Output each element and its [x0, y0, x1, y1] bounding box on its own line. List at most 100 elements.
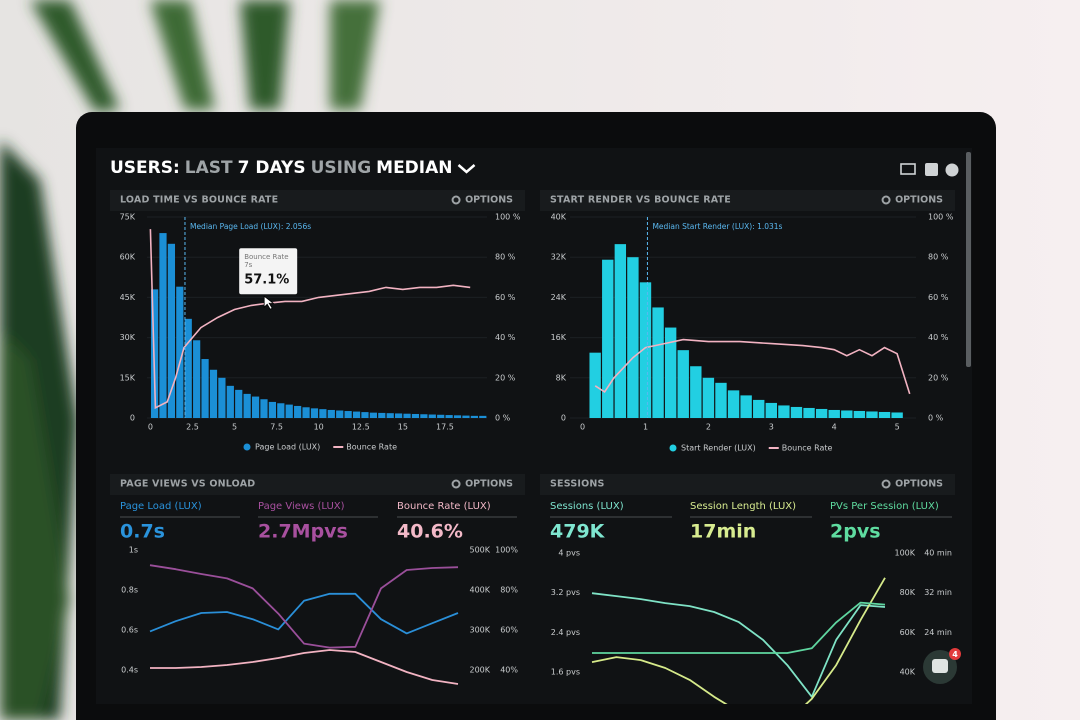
histogram-bar — [184, 318, 192, 418]
histogram-bar — [878, 411, 891, 418]
histogram-bar — [652, 307, 664, 418]
histogram-bar — [614, 244, 627, 418]
y2-tick-label: 20 % — [495, 373, 516, 382]
histogram-bar — [677, 350, 689, 418]
y2-tick-label: 300K — [469, 626, 490, 635]
options-button[interactable]: OPTIONS — [465, 479, 513, 490]
options-button[interactable]: OPTIONS — [895, 195, 943, 206]
options-button[interactable]: OPTIONS — [895, 479, 943, 490]
panel-title: PAGE VIEWS VS ONLOAD — [120, 479, 255, 490]
y-tick-label: 45K — [120, 293, 136, 302]
help-icon[interactable] — [945, 163, 959, 177]
y-tick-label: 1s — [129, 546, 138, 555]
y-tick-label: 0.8s — [121, 586, 138, 595]
histogram-bar — [803, 407, 815, 418]
histogram-bar — [277, 403, 285, 418]
options-gear — [451, 479, 461, 489]
histogram-bar — [664, 327, 677, 418]
dropdown-chevron[interactable] — [457, 164, 476, 174]
histogram-bar — [310, 408, 319, 418]
histogram-bar — [352, 411, 361, 418]
x-tick-label: 0 — [148, 423, 153, 432]
stat-value: 40.6% — [397, 521, 463, 543]
line-series — [150, 649, 459, 685]
y2-tick-label: 200K — [469, 666, 490, 675]
histogram-bar — [853, 410, 866, 418]
y2-tick-label: 80 % — [928, 253, 949, 262]
tooltip — [239, 248, 298, 295]
y2-tick-label: 100K — [894, 549, 915, 558]
histogram-bar — [378, 412, 386, 418]
stat-value: 2pvs — [830, 521, 881, 543]
y2-tick-label: 60 % — [495, 293, 516, 302]
legend-dot — [669, 444, 677, 452]
histogram-bar — [226, 385, 234, 418]
title-part: USING — [311, 158, 372, 178]
histogram-bar — [209, 369, 218, 418]
y2-tick-label: 100 % — [928, 213, 954, 222]
display-icon[interactable] — [900, 163, 916, 175]
legend-label: Start Render (LUX) — [681, 444, 756, 453]
histogram-bar — [453, 415, 462, 418]
stat-label: Page Views (LUX) — [258, 501, 345, 512]
stat-label: Page Load (LUX) — [120, 501, 202, 512]
y3-tick-label: 40% — [500, 666, 518, 675]
y-tick-label: 0 — [561, 414, 566, 423]
histogram-bar — [479, 415, 487, 418]
x-tick-label: 15 — [398, 423, 408, 432]
histogram-bar — [294, 405, 302, 418]
y2-tick-label: 40 % — [928, 333, 949, 342]
stat-label: Session Length (LUX) — [690, 501, 796, 512]
x-tick-label: 2 — [706, 423, 711, 432]
line-series — [594, 338, 911, 395]
scrollbar[interactable] — [966, 152, 971, 367]
y-tick-label: 8K — [556, 373, 567, 382]
stat-label: Bounce Rate (LUX) — [397, 501, 491, 512]
histogram-bar — [891, 412, 903, 418]
x-tick-label: 12.5 — [352, 423, 370, 432]
y2-tick-label: 40K — [900, 668, 916, 677]
stat-label: PVs Per Session (LUX) — [830, 501, 939, 512]
screen — [96, 148, 972, 704]
y-tick-label: 3.2 pvs — [551, 588, 580, 597]
histogram-bar — [201, 359, 209, 418]
histogram-bar — [437, 414, 445, 418]
options-button[interactable]: OPTIONS — [465, 195, 513, 206]
histogram-bar — [285, 404, 293, 418]
histogram-bar — [243, 393, 251, 418]
stat-value: 479K — [550, 521, 606, 543]
histogram-bar — [193, 340, 201, 418]
histogram-bar — [828, 409, 840, 418]
panel-title: LOAD TIME VS BOUNCE RATE — [120, 195, 278, 206]
histogram-bar — [327, 409, 335, 418]
histogram-bar — [361, 412, 369, 418]
y2-tick-label: 0 % — [495, 414, 511, 423]
x-tick-label: 5 — [895, 423, 900, 432]
histogram-bar — [319, 409, 327, 418]
histogram-bar — [420, 414, 428, 418]
histogram-bar — [589, 352, 601, 418]
chat-icon — [932, 659, 948, 673]
legend-label: Page Load (LUX) — [255, 443, 320, 452]
share-icon[interactable] — [925, 163, 938, 176]
options-gear — [881, 479, 891, 489]
y3-tick-label: 40 min — [924, 549, 952, 558]
y-tick-label: 60K — [120, 253, 136, 262]
chat-badge-count: 4 — [952, 650, 958, 659]
x-tick-label: 4 — [832, 423, 837, 432]
y2-tick-label: 0 % — [928, 414, 944, 423]
y-tick-label: 4 pvs — [558, 549, 580, 558]
x-tick-label: 5 — [232, 423, 237, 432]
y2-tick-label: 40 % — [495, 333, 516, 342]
histogram-bar — [176, 286, 184, 418]
panel-title: SESSIONS — [550, 479, 605, 490]
y-tick-label: 30K — [120, 333, 136, 342]
histogram-bar — [702, 377, 715, 418]
stat-value: 0.7s — [120, 521, 165, 543]
histogram-bar — [727, 390, 740, 418]
histogram-bar — [302, 407, 310, 418]
y-tick-label: 0 — [130, 414, 135, 423]
y-tick-label: 1.6 pvs — [551, 668, 580, 677]
line-series — [149, 229, 471, 410]
